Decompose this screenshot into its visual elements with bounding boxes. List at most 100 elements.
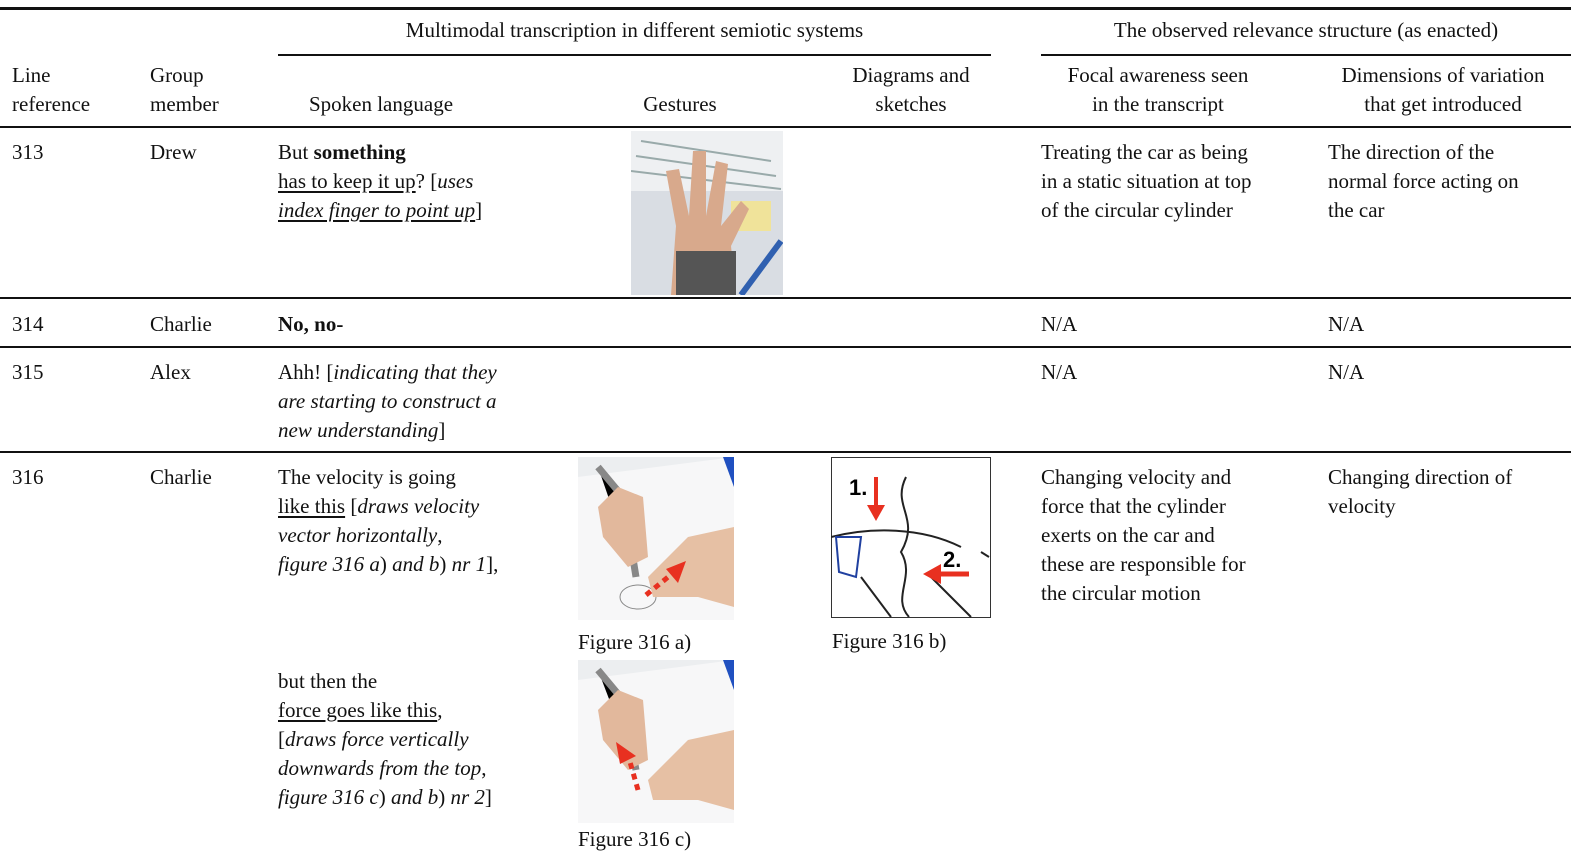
diagram-label: 2. (943, 547, 961, 572)
text-segment: are starting to construct a (278, 389, 497, 413)
text-segment: the circular motion (1041, 581, 1201, 605)
text-segment: ? [ (415, 169, 438, 193)
text-segment: nr 1 (451, 552, 487, 576)
text-line: figure 316 c) and b) nr 2] (278, 783, 492, 812)
text-segment: Focal awareness seen (1067, 63, 1249, 87)
text-segment: Changing velocity and (1041, 465, 1232, 489)
text-segment: vector horizontally (278, 523, 438, 547)
text-line: downwards from the top, (278, 754, 492, 783)
text-line: but then the (278, 667, 492, 696)
text-segment: downwards from the top (278, 756, 482, 780)
text-segment: and b (392, 552, 440, 576)
text-segment: Treating the car as being (1041, 140, 1248, 164)
focal: N/A (1041, 312, 1078, 336)
focal: Changing velocity and force that the cyli… (1041, 463, 1246, 608)
column-header: Group member (150, 61, 219, 119)
text-segment: figure 316 c (278, 785, 379, 809)
spoken: The velocity is going like this [draws v… (278, 463, 498, 579)
text-segment: ) (378, 785, 391, 809)
row-rule (0, 297, 1571, 299)
text-segment: ], (486, 552, 499, 576)
text-segment: something (313, 140, 406, 164)
member: Drew (150, 140, 197, 164)
text-segment: ) (379, 552, 393, 576)
text-segment: , (481, 756, 487, 780)
text-segment: Changing direction of (1328, 465, 1513, 489)
text-segment: Line (12, 63, 51, 87)
text-segment: sketches (875, 92, 947, 116)
text-segment: force that the cylinder (1041, 494, 1226, 518)
text-line: new understanding] (278, 416, 497, 445)
text-line: force goes like this, (278, 696, 492, 725)
text-segment: like this (278, 494, 346, 518)
diagram-label: 1. (849, 475, 867, 500)
text-segment: in a static situation at top (1041, 169, 1252, 193)
row-rule (0, 451, 1571, 453)
spoken: but then the force goes like this, [draw… (278, 667, 492, 812)
text-segment: in the transcript (1092, 92, 1224, 116)
text-segment: , (437, 523, 443, 547)
text-line: has to keep it up? [uses (278, 167, 482, 196)
text-line: are starting to construct a (278, 387, 497, 416)
text-line: The velocity is going (278, 463, 498, 492)
text-segment: uses (437, 169, 474, 193)
text-segment: indicating that they (333, 360, 497, 384)
text-segment: The velocity is going (278, 465, 456, 489)
text-segment: Diagrams and (852, 63, 970, 87)
diagram-sketch: 1. 2. (831, 457, 991, 618)
figure-caption: Figure 316 a) (578, 630, 692, 654)
text-segment: Ahh! [ (278, 360, 334, 384)
text-segment: reference (12, 92, 91, 116)
text-segment: ) (438, 785, 451, 809)
line-ref: 315 (12, 360, 44, 384)
top-rule (0, 7, 1571, 10)
text-segment: draws velocity (357, 494, 480, 518)
text-line: Ahh! [indicating that they (278, 358, 497, 387)
text-segment: ] (438, 418, 446, 442)
dimensions: N/A (1328, 360, 1365, 384)
column-header: Focal awareness seen in the transcript (1041, 61, 1275, 119)
focal: N/A (1041, 360, 1078, 384)
column-header: Gestures (600, 90, 760, 119)
text-segment: ) (439, 552, 452, 576)
dimensions: N/A (1328, 312, 1365, 336)
member: Charlie (150, 312, 212, 336)
text-line: But something (278, 138, 482, 167)
spoken: Ahh! [indicating that they are starting … (278, 358, 497, 445)
gesture-photo (578, 660, 734, 823)
text-segment: and b (390, 785, 439, 809)
figure-caption: Figure 316 c) (578, 827, 692, 851)
dimensions: Changing direction of velocity (1328, 463, 1512, 521)
text-segment: index finger to point up (278, 198, 476, 222)
column-header: Spoken language (278, 90, 484, 119)
text-line: figure 316 a) and b) nr 1], (278, 550, 498, 579)
text-segment: ] (475, 198, 483, 222)
figure-caption: Figure 316 b) (832, 629, 947, 653)
line-ref: 316 (12, 465, 44, 489)
text-segment: nr 2 (450, 785, 485, 809)
text-segment: but then the (278, 669, 378, 693)
text-line: like this [draws velocity (278, 492, 498, 521)
header-rule (0, 126, 1571, 128)
text-segment: has to keep it up (278, 169, 416, 193)
text-line: [draws force vertically (278, 725, 492, 754)
text-segment: Gestures (643, 92, 717, 116)
text-segment: Group (150, 63, 204, 87)
text-segment: draws force vertically (285, 727, 469, 751)
group-header: Multimodal transcription in different se… (405, 18, 864, 42)
gesture-photo (631, 131, 783, 295)
text-segment: [ (278, 727, 285, 751)
text-segment: The direction of the (1328, 140, 1495, 164)
text-segment: force goes like this (278, 698, 438, 722)
text-segment: Dimensions of variation (1341, 63, 1545, 87)
row-rule (0, 346, 1571, 348)
group-rule (278, 54, 991, 56)
text-segment: member (150, 92, 219, 116)
spoken: No, no- (278, 310, 343, 339)
text-segment: exerts on the car and (1041, 523, 1215, 547)
text-segment: these are responsible for (1041, 552, 1246, 576)
text-segment: of the circular cylinder (1041, 198, 1233, 222)
column-header: Diagrams and sketches (831, 61, 991, 119)
member: Charlie (150, 465, 212, 489)
